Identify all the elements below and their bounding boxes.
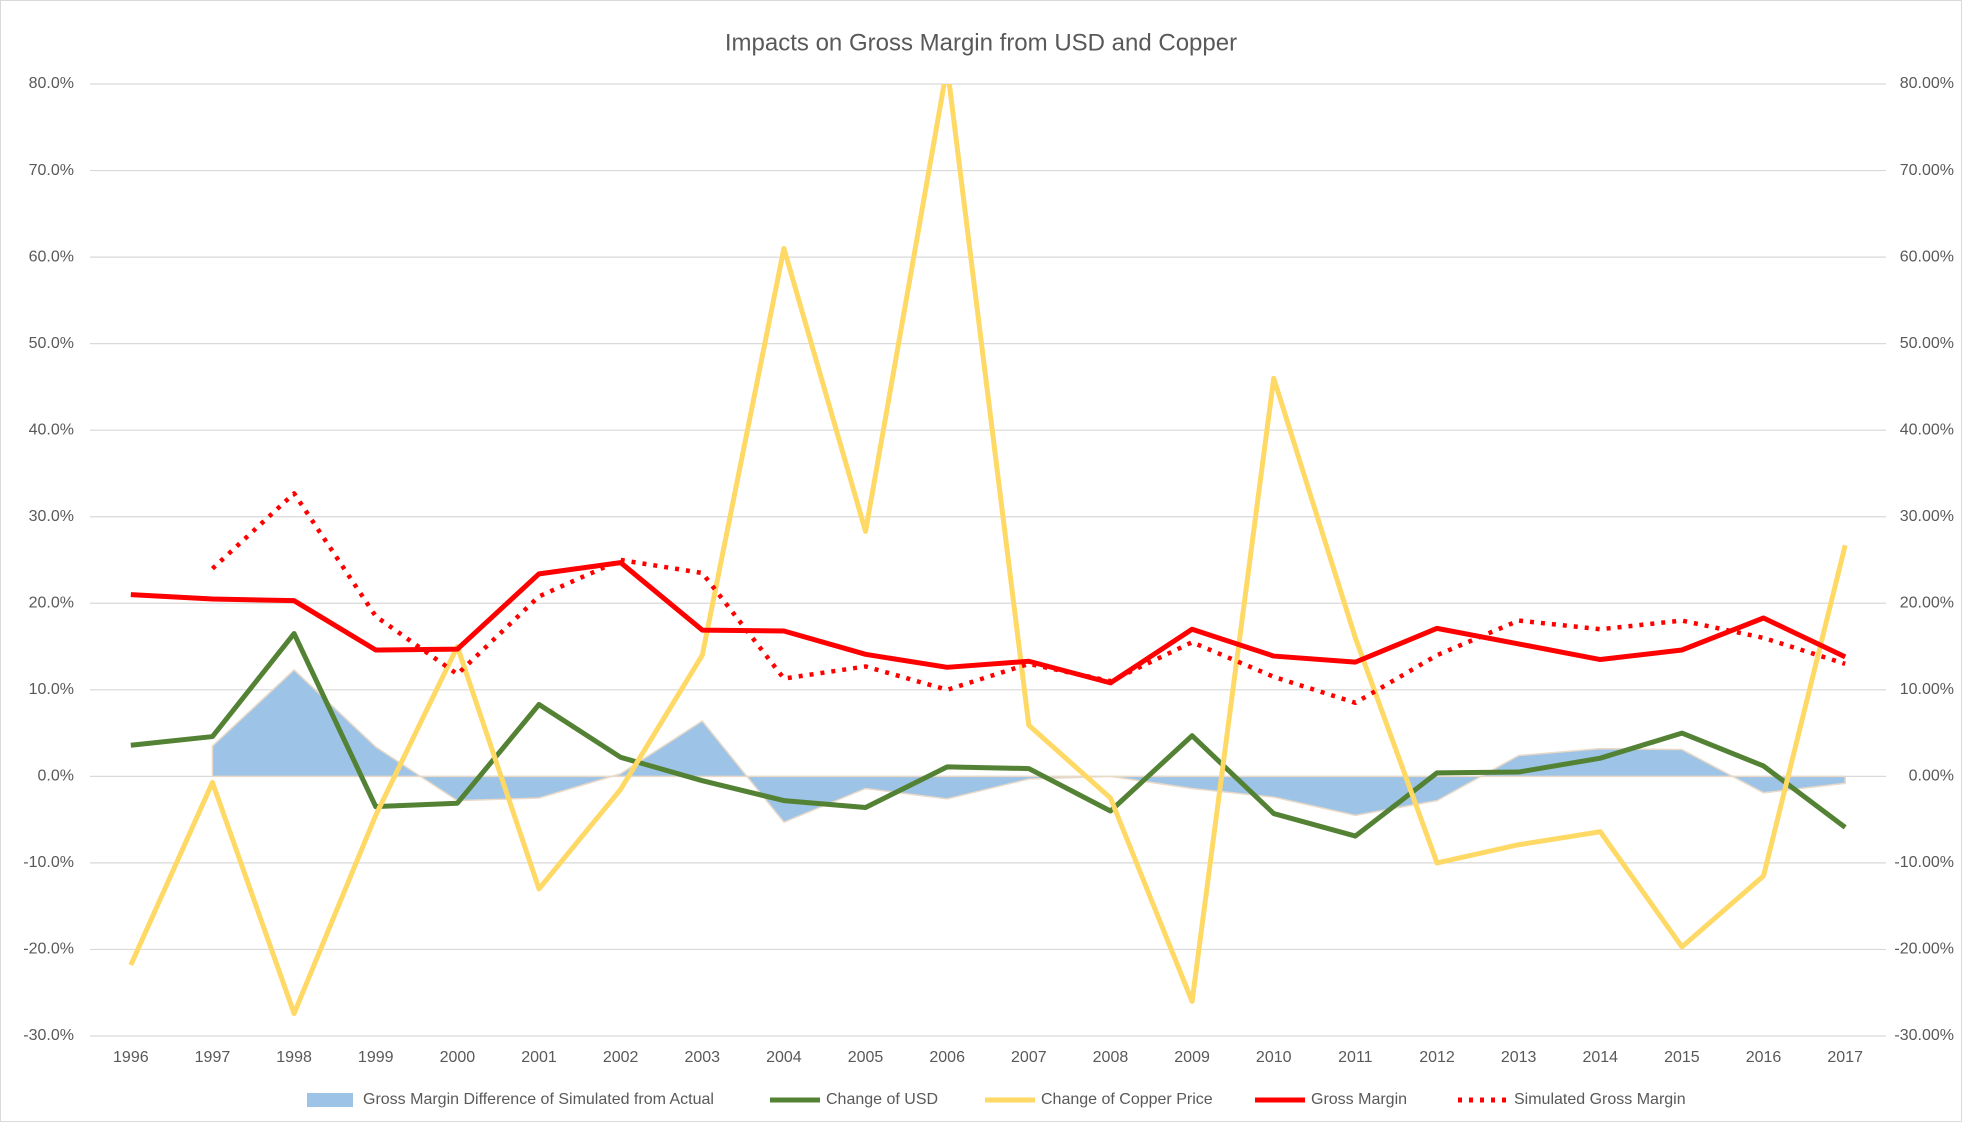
x-tick-label: 2017 [1827,1049,1863,1066]
grid [90,83,1886,1037]
y-tick-label: -30.0% [23,1027,74,1044]
x-tick-label: 1998 [276,1049,312,1066]
x-tick-label: 2001 [521,1049,557,1066]
y2-tick-label: -30.00% [1894,1027,1954,1044]
plot-area [128,84,1848,1016]
y-tick-label: -20.0% [23,941,74,958]
chart-title: Impacts on Gross Margin from USD and Cop… [725,29,1237,56]
y2-tick-label: 30.00% [1900,508,1954,525]
y-tick-label: 20.0% [29,594,74,611]
y2-tick-label: 70.00% [1900,162,1954,179]
x-tick-label: 2002 [603,1049,639,1066]
area [211,668,1846,824]
y-tick-label: 30.0% [29,508,74,525]
x-tick-label: 2013 [1501,1049,1537,1066]
y2-tick-label: 10.00% [1900,681,1954,698]
legend-label: Change of Copper Price [1041,1091,1213,1108]
x-tick-label: 2010 [1256,1049,1292,1066]
x-tick-label: 2008 [1093,1049,1129,1066]
y2-tick-label: 60.00% [1900,248,1954,265]
x-tick-label: 2006 [929,1049,965,1066]
axes: -30.0% -20.0% -10.0% 0.0% 10.0% 20.0% 30.0% 40.… [23,75,1954,1108]
y2-tick-label: 20.00% [1900,594,1954,611]
y-tick-label: 60.0% [29,248,74,265]
y-tick-label: 10.0% [29,681,74,698]
y-tick-label: 70.0% [29,162,74,179]
x-tick-label: 2009 [1174,1049,1210,1066]
x-tick-label: 2003 [684,1049,720,1066]
y-tick-label: 40.0% [29,421,74,438]
legend-label: Gross Margin [1311,1091,1407,1108]
line [130,560,1847,686]
x-tick-label: 2015 [1664,1049,1700,1066]
y2-tick-label: -10.00% [1894,854,1954,871]
x-tick-label: 2005 [848,1049,884,1066]
y-tick-label: 80.0% [29,75,74,92]
y-tick-label: -10.0% [23,854,74,871]
x-tick-label: 2016 [1746,1049,1782,1066]
x-tick-label: 2004 [766,1049,802,1066]
x-tick-label: 1997 [195,1049,231,1066]
y2-tick-label: 0.00% [1909,768,1954,785]
x-tick-label: 1996 [113,1049,149,1066]
x-tick-label: 2012 [1419,1049,1455,1066]
x-tick-label: 2011 [1338,1049,1373,1066]
legend-label: Gross Margin Difference of Simulated fro… [363,1091,714,1108]
y2-tick-label: -20.00% [1894,941,1954,958]
legend-label: Simulated Gross Margin [1514,1091,1686,1108]
line [130,631,1847,839]
y2-tick-label: 80.00% [1900,75,1954,92]
x-tick-label: 2014 [1582,1049,1618,1066]
legend-swatch [307,1093,353,1107]
line [210,491,1846,706]
y2-tick-label: 50.00% [1900,335,1954,352]
line [128,84,1848,1016]
x-tick-label: 2007 [1011,1049,1047,1066]
y2-tick-label: 40.00% [1900,421,1954,438]
x-tick-label: 2000 [440,1049,476,1066]
y-tick-label: 50.0% [29,335,74,352]
x-tick-label: 1999 [358,1049,394,1066]
legend-label: Change of USD [826,1091,938,1108]
y-tick-label: 0.0% [38,768,74,785]
